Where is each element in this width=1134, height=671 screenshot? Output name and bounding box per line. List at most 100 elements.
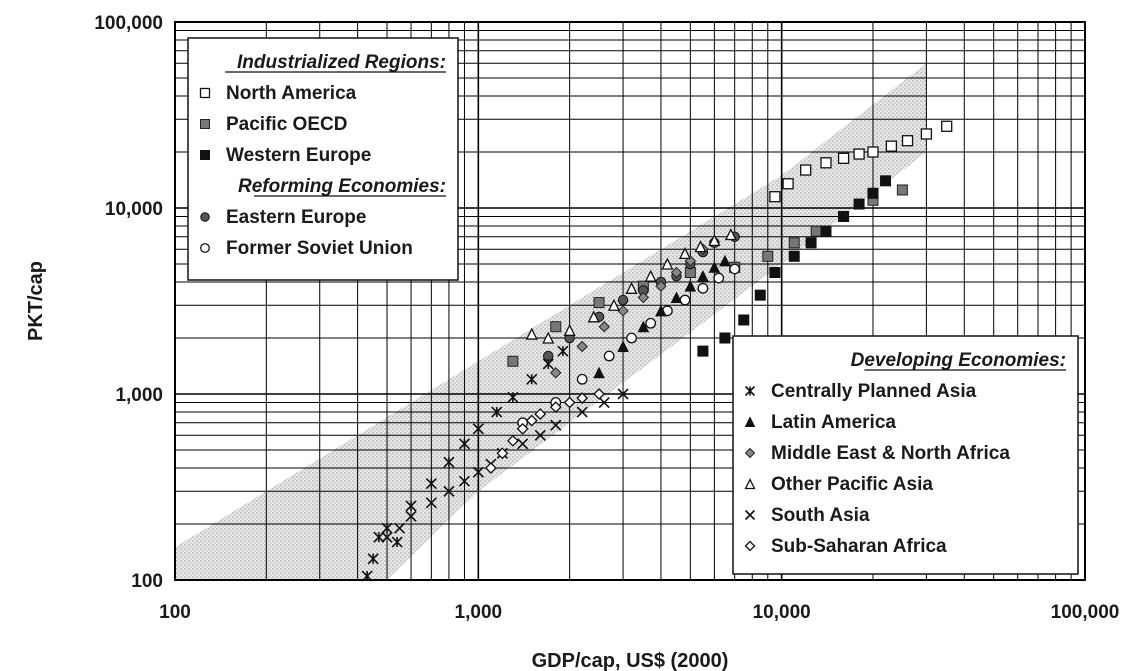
data-point-other-pacific-asia	[708, 233, 721, 247]
data-point-north-america	[885, 140, 898, 152]
data-point-other-pacific-asia	[694, 240, 707, 253]
data-point-south-asia	[576, 406, 588, 418]
data-point-middle-east-north-africa	[655, 280, 667, 292]
data-point-south-asia	[458, 475, 471, 487]
data-point-north-america	[853, 148, 865, 160]
data-point-western-europe	[853, 198, 865, 210]
series-north-america	[769, 120, 953, 203]
series-other-pacific-asia	[525, 228, 737, 344]
data-point-latin-america	[708, 261, 721, 273]
data-point-north-america	[867, 146, 879, 158]
legend-marker	[744, 478, 756, 490]
data-point-former-soviet-union	[697, 282, 709, 294]
data-point-south-asia	[425, 497, 437, 509]
y-tick-label: 100	[131, 571, 163, 592]
data-point-north-america	[769, 191, 781, 203]
legend-layer: Industrialized Regions: North America Paci…	[187, 37, 1079, 575]
data-point-north-america	[820, 157, 832, 169]
data-point-pacific-oecd	[550, 321, 562, 333]
data-point-sub-saharan-africa	[534, 408, 547, 420]
data-point-middle-east-north-africa	[576, 340, 588, 353]
legend-marker	[744, 447, 756, 459]
data-point-other-pacific-asia	[563, 323, 576, 336]
legend-heading: Industrialized Regions:	[237, 52, 446, 73]
data-point-eastern-europe	[617, 294, 629, 306]
series-centrally-planned-asia	[361, 345, 569, 582]
legend-entry-label: Eastern Europe	[226, 207, 366, 228]
data-point-latin-america	[617, 340, 629, 353]
legend-box	[187, 37, 459, 281]
legend-heading: Developing Economies:	[851, 350, 1066, 371]
data-point-south-asia	[405, 510, 417, 522]
data-point-western-europe	[719, 332, 731, 344]
data-point-western-europe	[769, 267, 781, 279]
data-point-pacific-oecd	[507, 355, 519, 367]
legend-marker	[200, 119, 210, 129]
data-point-middle-east-north-africa	[684, 255, 697, 267]
legend-entry-label: Latin America	[771, 412, 896, 433]
data-point-centrally-planned-asia	[405, 500, 417, 512]
data-point-centrally-planned-asia	[491, 406, 503, 418]
data-point-sub-saharan-africa	[576, 392, 589, 405]
data-point-sub-saharan-africa	[549, 401, 562, 414]
data-point-middle-east-north-africa	[617, 305, 629, 317]
data-point-sub-saharan-africa	[484, 462, 497, 474]
legend-entry-label: South Asia	[771, 505, 870, 526]
data-point-other-pacific-asia	[525, 327, 538, 340]
legend-marker	[744, 540, 756, 552]
data-point-middle-east-north-africa	[598, 321, 610, 333]
data-point-north-america	[941, 120, 953, 132]
legend-marker	[744, 509, 756, 521]
data-point-middle-east-north-africa	[550, 367, 562, 379]
data-point-former-soviet-union	[729, 263, 741, 275]
axes-layer: 100 1,000 10,000 100,000 100 1,000 10,000 100,0…	[25, 13, 1119, 671]
legend-box	[732, 335, 1079, 575]
legend-entry-label: Sub-Saharan Africa	[771, 536, 947, 557]
data-point-western-europe	[880, 175, 892, 187]
plot-frame	[174, 21, 1086, 581]
legend-marker	[744, 385, 756, 397]
legend-top-left: Industrialized Regions: North America Paci…	[187, 37, 459, 281]
legend-bottom-right: Developing Economies: Centrally Planned A…	[732, 335, 1079, 575]
legend-entry-label: North America	[226, 83, 357, 104]
data-point-centrally-planned-asia	[391, 536, 403, 548]
data-point-centrally-planned-asia	[443, 456, 455, 468]
data-point-pacific-oecd	[788, 237, 800, 249]
data-point-other-pacific-asia	[587, 310, 600, 323]
data-point-middle-east-north-africa	[670, 266, 683, 279]
data-point-pacific-oecd	[896, 184, 908, 196]
data-point-centrally-planned-asia	[367, 553, 379, 565]
legend-marker	[200, 243, 210, 253]
data-point-middle-east-north-africa	[637, 291, 650, 304]
data-point-south-asia	[534, 429, 546, 441]
data-point-western-europe	[867, 187, 879, 199]
data-point-centrally-planned-asia	[542, 358, 554, 370]
data-point-sub-saharan-africa	[525, 414, 538, 427]
data-point-former-soviet-union	[679, 294, 691, 306]
legend-entry-label: Western Europe	[226, 145, 371, 166]
data-point-centrally-planned-asia	[425, 477, 437, 490]
y-tick-label: 1,000	[115, 385, 163, 406]
data-point-latin-america	[697, 270, 709, 282]
series-sub-saharan-africa	[484, 388, 605, 474]
x-tick-label: 1,000	[455, 602, 503, 623]
data-point-south-asia	[443, 485, 455, 497]
series-south-asia	[381, 388, 629, 543]
data-point-north-america	[901, 135, 914, 147]
data-point-centrally-planned-asia	[507, 391, 519, 403]
data-point-western-europe	[788, 250, 800, 262]
data-point-sub-saharan-africa	[516, 422, 529, 435]
legend-entry-label: Centrally Planned Asia	[771, 381, 977, 402]
data-point-other-pacific-asia	[644, 269, 657, 282]
data-point-centrally-planned-asia	[373, 531, 385, 543]
series-latin-america	[593, 254, 731, 379]
legend-marker	[744, 416, 756, 427]
legend-entry-label: Former Soviet Union	[226, 238, 413, 259]
data-point-sub-saharan-africa	[506, 434, 519, 447]
x-tick-label: 100,000	[1051, 602, 1120, 623]
data-point-centrally-planned-asia	[526, 373, 538, 385]
data-point-north-america	[800, 164, 812, 176]
x-tick-label: 10,000	[753, 602, 811, 623]
data-point-south-asia	[394, 522, 406, 534]
legend-marker	[199, 87, 211, 99]
